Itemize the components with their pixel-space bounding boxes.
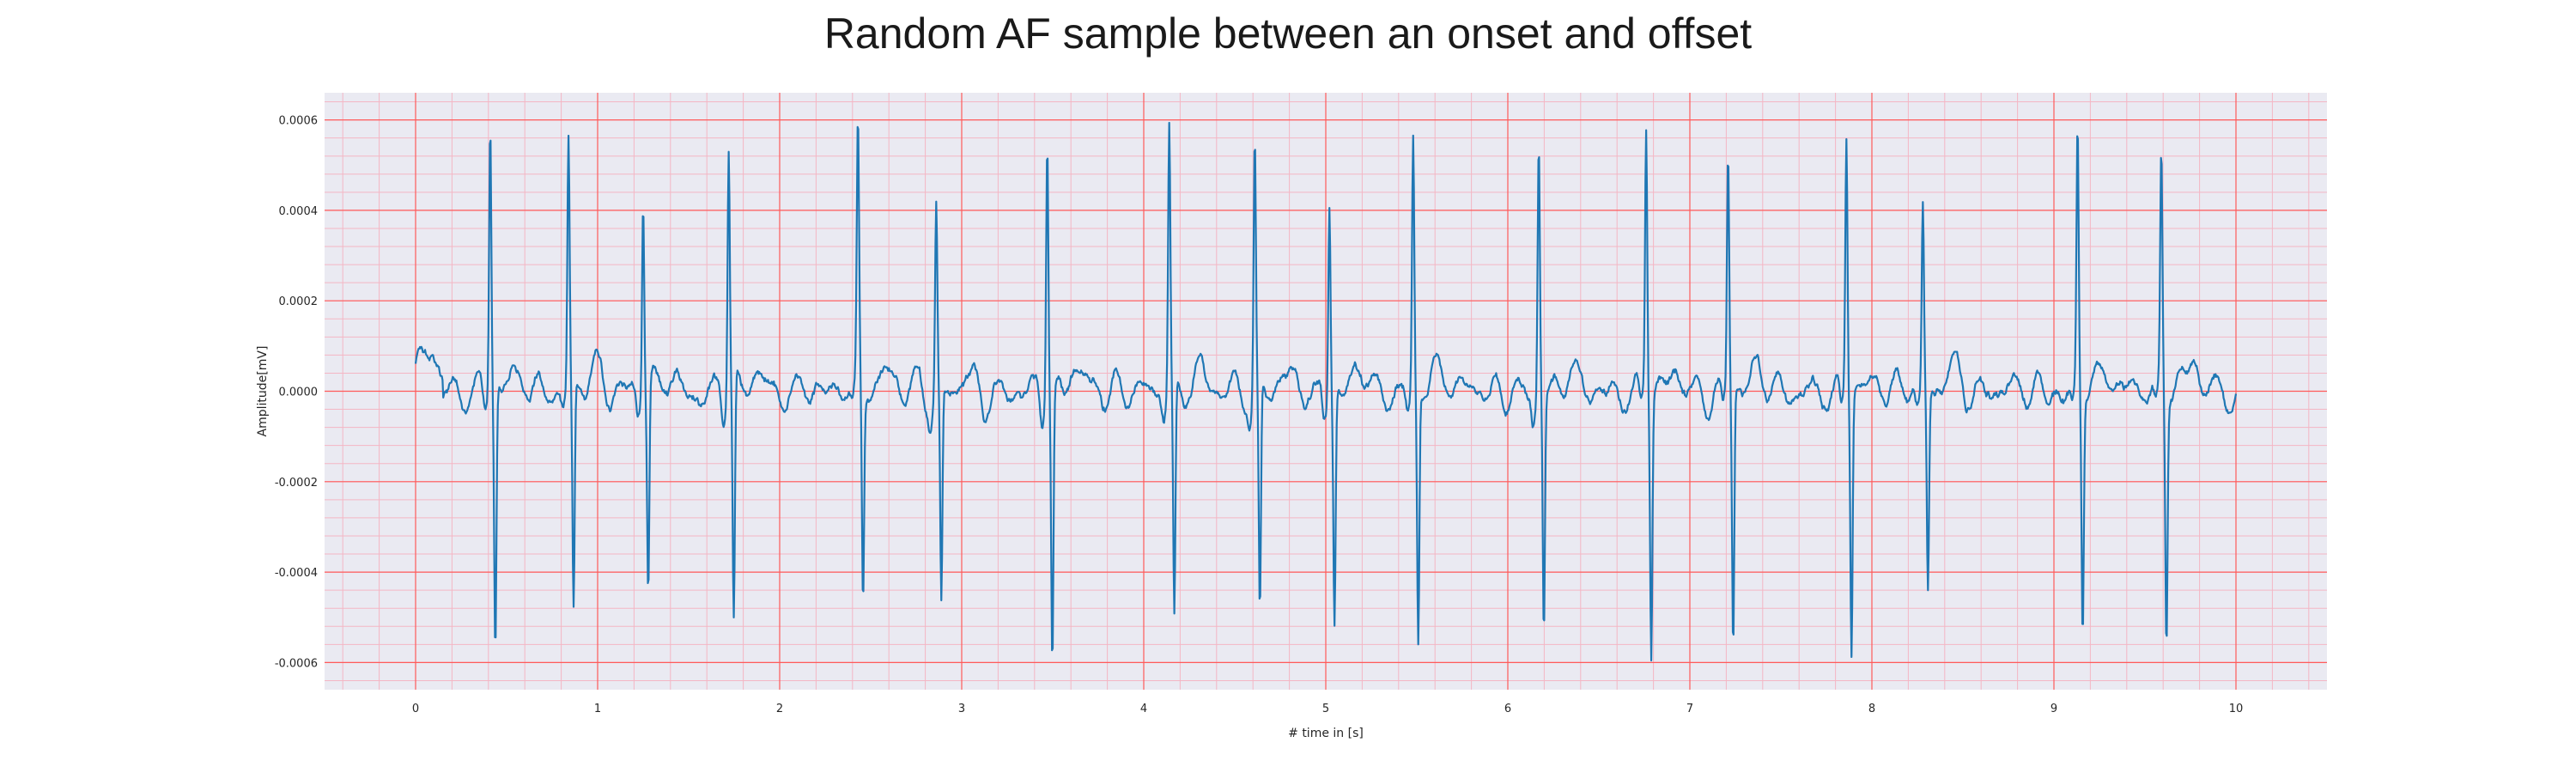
y-tick-label: 0.0006	[279, 115, 319, 128]
x-tick-labels: 0 1 2 3 4 5 6 7 8 9 10	[412, 703, 2243, 715]
x-tick-label: 2	[776, 703, 783, 715]
chart-title: Random AF sample between an onset and of…	[823, 9, 1753, 58]
x-tick-label: 9	[2050, 703, 2057, 715]
y-tick-label: -0.0004	[275, 567, 318, 580]
x-tick-label: 8	[1868, 703, 1875, 715]
y-tick-label: -0.0006	[275, 657, 318, 670]
y-axis-label: Amplitude[mV]	[256, 346, 270, 437]
y-tick-label: -0.0002	[275, 477, 318, 490]
y-tick-label: 0.0000	[279, 386, 319, 399]
x-axis-label: # time in [s]	[1288, 727, 1364, 740]
x-tick-label: 7	[1686, 703, 1693, 715]
major-grid	[325, 93, 2327, 690]
signal-line	[414, 121, 2238, 662]
x-tick-label: 4	[1140, 703, 1147, 715]
y-tick-label: 0.0004	[279, 205, 319, 218]
x-tick-label: 10	[2229, 703, 2244, 715]
x-tick-label: 3	[958, 703, 965, 715]
y-tick-label: 0.0002	[279, 295, 319, 308]
x-tick-label: 1	[594, 703, 601, 715]
x-tick-label: 0	[412, 703, 419, 715]
y-tick-labels: -0.0006 -0.0004 -0.0002 0.0000 0.0002 0.0004 0…	[275, 115, 318, 671]
x-tick-label: 6	[1504, 703, 1511, 715]
x-tick-label: 5	[1322, 703, 1329, 715]
